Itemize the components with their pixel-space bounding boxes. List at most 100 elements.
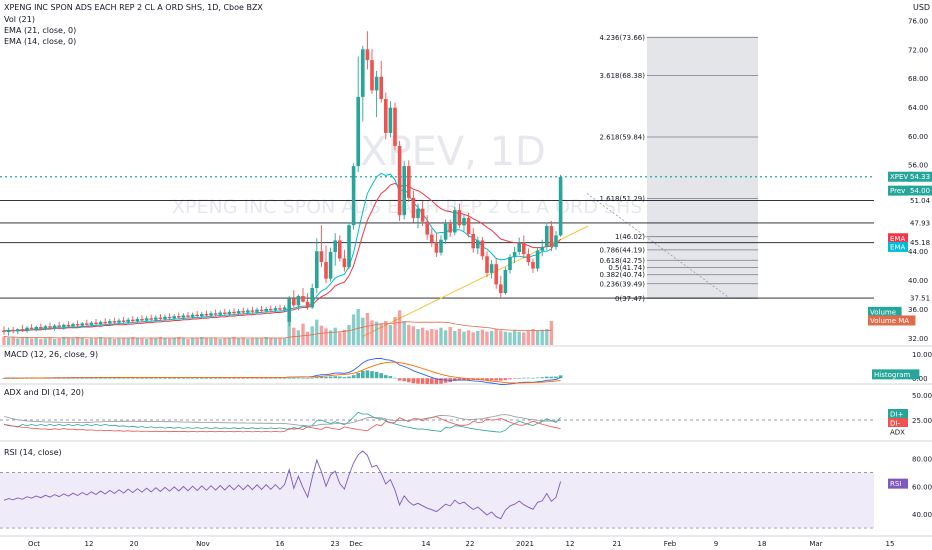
volume-bar <box>347 325 351 345</box>
candle-body <box>39 326 43 329</box>
volume-bar <box>374 321 379 345</box>
candle-body <box>108 321 112 324</box>
macd-line <box>3 357 561 385</box>
fib-level-label: 0.5(41.74) <box>608 264 645 272</box>
level-51-tag-bg <box>908 195 932 206</box>
macd-histogram-bar <box>425 378 429 385</box>
volume-bar <box>108 337 112 345</box>
volume-bar <box>75 337 80 345</box>
candle-body <box>448 223 452 233</box>
volume-bar <box>402 321 406 345</box>
macd-histogram-bar <box>466 378 471 380</box>
macd-histogram-bar <box>241 378 245 379</box>
indicator-ema14[interactable]: EMA (14, close, 0) <box>4 37 77 46</box>
macd-histogram-bar <box>379 373 383 379</box>
candle-body <box>43 326 48 329</box>
macd-histogram-bar <box>416 378 420 384</box>
volume-bar <box>140 338 144 345</box>
candle-body <box>172 316 176 319</box>
candle-body <box>310 288 314 308</box>
volume-bar <box>462 331 466 345</box>
volume-bar <box>25 337 29 345</box>
candle-body <box>558 176 563 236</box>
price-axis-tick: 36.00 <box>908 306 928 314</box>
candle-body <box>144 318 149 321</box>
time-axis-tick: Feb <box>664 540 677 548</box>
prev-tag: Prev <box>890 187 905 195</box>
candle-body <box>535 250 540 269</box>
macd-histogram-bar <box>549 376 554 379</box>
volume-bar <box>508 332 512 345</box>
candle-body <box>167 316 172 319</box>
candle-body <box>135 319 140 322</box>
volume-bar <box>57 338 61 345</box>
volume-bar <box>144 339 149 345</box>
macd-histogram-bar <box>186 378 190 379</box>
macd-histogram-bar <box>489 378 494 381</box>
macd-histogram-bar <box>62 378 66 379</box>
volume-ma-tag: Volume MA <box>870 317 909 325</box>
volume-bar <box>535 330 540 345</box>
candle-body <box>11 329 15 332</box>
candle-body <box>241 311 245 313</box>
time-axis-tick: 12 <box>566 540 575 548</box>
macd-histogram-bar <box>85 378 89 379</box>
volume-bar <box>29 338 34 345</box>
macd-histogram-bar <box>508 378 512 380</box>
volume-bar <box>466 330 471 345</box>
indicator-ema21[interactable]: EMA (21, close, 0) <box>4 26 77 35</box>
macd-histogram-bar <box>540 377 544 379</box>
volume-bar <box>489 331 494 345</box>
candle-body <box>489 264 494 273</box>
volume-bar <box>315 319 319 345</box>
macd-histogram-bar <box>430 378 434 385</box>
macd-signal-line <box>4 361 561 384</box>
macd-histogram-bar <box>411 378 416 384</box>
candle-body <box>209 313 213 316</box>
volume-bar <box>255 337 259 345</box>
volume-bar <box>269 337 273 345</box>
volume-bar <box>66 337 71 345</box>
candle-body <box>420 208 425 222</box>
candle-body <box>57 325 61 327</box>
volume-bar <box>131 337 135 345</box>
macd-histogram-bar <box>112 378 117 379</box>
volume-bar <box>425 330 429 345</box>
volume-bar <box>80 337 84 345</box>
candle-body <box>480 240 485 257</box>
candle-body <box>494 264 498 285</box>
candle-body <box>545 225 549 247</box>
macd-histogram-bar <box>273 378 278 379</box>
volume-bar <box>282 338 287 345</box>
volume-bar <box>20 337 25 345</box>
price-axis-tick: 72.00 <box>908 46 928 54</box>
volume-bar <box>342 329 347 345</box>
macd-histogram-bar <box>117 378 121 379</box>
macd-histogram-bar <box>402 378 406 382</box>
volume-bar <box>494 329 498 345</box>
volume-bar <box>98 337 103 345</box>
candle-body <box>411 197 416 219</box>
volume-bar <box>126 338 130 345</box>
level-37-tag: 37.51 <box>910 295 930 303</box>
candle-body <box>457 210 462 226</box>
candle-body <box>554 235 558 247</box>
time-axis-tick: 9 <box>714 540 718 548</box>
adx-tag-bg <box>888 427 908 437</box>
macd-histogram-bar <box>264 378 268 379</box>
candle-body <box>246 310 250 313</box>
xpev-price-tag-bg <box>908 171 932 182</box>
candle-body <box>255 309 259 312</box>
macd-histogram-bar <box>338 376 342 379</box>
indicator-volume[interactable]: Vol (21) <box>4 15 35 24</box>
candle-body <box>181 315 186 318</box>
macd-histogram-bar <box>94 378 98 379</box>
candle-body <box>269 308 273 311</box>
macd-histogram-bar <box>236 378 241 379</box>
volume-bar <box>85 339 89 345</box>
volume-bar <box>370 320 374 345</box>
volume-bar <box>117 338 121 345</box>
candle-body <box>402 166 406 216</box>
macd-histogram-bar <box>209 378 213 379</box>
macd-histogram-bar <box>131 378 135 379</box>
